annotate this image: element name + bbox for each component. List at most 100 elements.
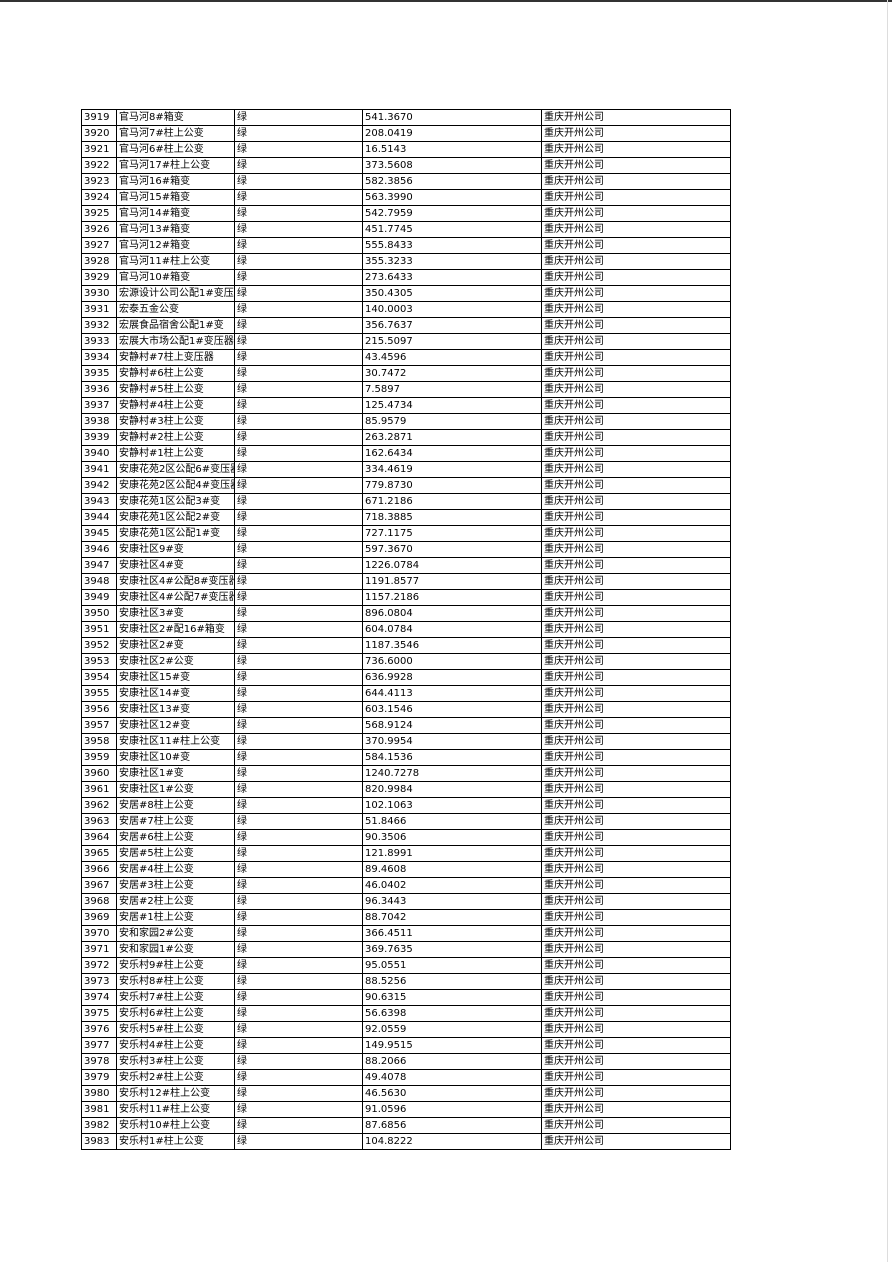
company-cell: 重庆开州公司 [541, 189, 731, 206]
transformer-name-cell: 安和家园1#公变 [116, 941, 235, 958]
transformer-name-cell: 安居#4柱上公变 [116, 861, 235, 878]
value-cell: 49.4078 [362, 1069, 542, 1086]
value-cell: 16.5143 [362, 141, 542, 158]
value-cell: 582.3856 [362, 173, 542, 190]
status-color-cell: 绿 [234, 525, 363, 542]
table-row: 3935 安静村#6柱上公变绿 30.7472 重庆开州公司 [81, 365, 731, 382]
row-id-cell: 3963 [81, 813, 117, 830]
status-color-cell: 绿 [234, 445, 363, 462]
value-cell: 373.5608 [362, 157, 542, 174]
transformer-name-cell: 安康社区4#公配7#变压器 [116, 589, 235, 606]
company-cell: 重庆开州公司 [541, 333, 731, 350]
status-color-cell: 绿 [234, 397, 363, 414]
company-cell: 重庆开州公司 [541, 173, 731, 190]
value-cell: 451.7745 [362, 221, 542, 238]
company-cell: 重庆开州公司 [541, 205, 731, 222]
value-cell: 125.4734 [362, 397, 542, 414]
value-cell: 369.7635 [362, 941, 542, 958]
row-id-cell: 3930 [81, 285, 117, 302]
transformer-name-cell: 安和家园2#公变 [116, 925, 235, 942]
value-cell: 90.6315 [362, 989, 542, 1006]
company-cell: 重庆开州公司 [541, 829, 731, 846]
transformer-name-cell: 安乐村8#柱上公变 [116, 973, 235, 990]
row-id-cell: 3935 [81, 365, 117, 382]
value-cell: 140.0003 [362, 301, 542, 318]
row-id-cell: 3925 [81, 205, 117, 222]
company-cell: 重庆开州公司 [541, 989, 731, 1006]
value-cell: 597.3670 [362, 541, 542, 558]
table-row: 3931 宏泰五金公变绿 140.0003 重庆开州公司 [81, 301, 731, 318]
table-row: 3975 安乐村6#柱上公变绿 56.6398 重庆开州公司 [81, 1005, 731, 1022]
value-cell: 96.3443 [362, 893, 542, 910]
table-row: 3936 安静村#5柱上公变绿 7.5897 重庆开州公司 [81, 381, 731, 398]
value-cell: 162.6434 [362, 445, 542, 462]
transformer-name-cell: 安乐村5#柱上公变 [116, 1021, 235, 1038]
status-color-cell: 绿 [234, 941, 363, 958]
value-cell: 350.4305 [362, 285, 542, 302]
status-color-cell: 绿 [234, 1021, 363, 1038]
row-id-cell: 3960 [81, 765, 117, 782]
company-cell: 重庆开州公司 [541, 589, 731, 606]
transformer-name-cell: 宏展食品宿舍公配1#变 [116, 317, 235, 334]
company-cell: 重庆开州公司 [541, 957, 731, 974]
transformer-name-cell: 安康社区1#公变 [116, 781, 235, 798]
transformer-name-cell: 安居#3柱上公变 [116, 877, 235, 894]
table-row: 3957 安康社区12#变绿 568.9124 重庆开州公司 [81, 717, 731, 734]
transformer-name-cell: 安静村#3柱上公变 [116, 413, 235, 430]
value-cell: 636.9928 [362, 669, 542, 686]
transformer-name-cell: 安康社区2#变 [116, 637, 235, 654]
table-row: 3953 安康社区2#公变绿 736.6000 重庆开州公司 [81, 653, 731, 670]
transformer-name-cell: 安静村#1柱上公变 [116, 445, 235, 462]
company-cell: 重庆开州公司 [541, 141, 731, 158]
row-id-cell: 3941 [81, 461, 117, 478]
company-cell: 重庆开州公司 [541, 637, 731, 654]
table-row: 3933 宏展大市场公配1#变压器绿 215.5097 重庆开州公司 [81, 333, 731, 350]
table-row: 3956 安康社区13#变绿 603.1546 重庆开州公司 [81, 701, 731, 718]
status-color-cell: 绿 [234, 493, 363, 510]
status-color-cell: 绿 [234, 237, 363, 254]
status-color-cell: 绿 [234, 381, 363, 398]
status-color-cell: 绿 [234, 349, 363, 366]
status-color-cell: 绿 [234, 765, 363, 782]
table-row: 3944 安康花苑1区公配2#变绿 718.3885 重庆开州公司 [81, 509, 731, 526]
company-cell: 重庆开州公司 [541, 525, 731, 542]
status-color-cell: 绿 [234, 701, 363, 718]
value-cell: 1240.7278 [362, 765, 542, 782]
row-id-cell: 3954 [81, 669, 117, 686]
table-row: 3972 安乐村9#柱上公变绿 95.0551 重庆开州公司 [81, 957, 731, 974]
table-row: 3950 安康社区3#变绿 896.0804 重庆开州公司 [81, 605, 731, 622]
value-cell: 1191.8577 [362, 573, 542, 590]
value-cell: 121.8991 [362, 845, 542, 862]
row-id-cell: 3972 [81, 957, 117, 974]
company-cell: 重庆开州公司 [541, 701, 731, 718]
table-row: 3960 安康社区1#变绿 1240.7278 重庆开州公司 [81, 765, 731, 782]
transformer-name-cell: 安康社区4#公配8#变压器 [116, 573, 235, 590]
table-row: 3980 安乐村12#柱上公变绿 46.5630 重庆开州公司 [81, 1085, 731, 1102]
status-color-cell: 绿 [234, 509, 363, 526]
row-id-cell: 3981 [81, 1101, 117, 1118]
value-cell: 779.8730 [362, 477, 542, 494]
transformer-name-cell: 安居#2柱上公变 [116, 893, 235, 910]
value-cell: 30.7472 [362, 365, 542, 382]
transformer-name-cell: 安康社区11#柱上公变 [116, 733, 235, 750]
company-cell: 重庆开州公司 [541, 765, 731, 782]
transformer-name-cell: 安静村#4柱上公变 [116, 397, 235, 414]
row-id-cell: 3929 [81, 269, 117, 286]
table-row: 3979 安乐村2#柱上公变绿 49.4078 重庆开州公司 [81, 1069, 731, 1086]
value-cell: 89.4608 [362, 861, 542, 878]
transformer-name-cell: 官马河14#箱变 [116, 205, 235, 222]
transformer-name-cell: 宏源设计公司公配1#变压器 [116, 285, 235, 302]
transformer-name-cell: 安乐村9#柱上公变 [116, 957, 235, 974]
company-cell: 重庆开州公司 [541, 781, 731, 798]
row-id-cell: 3927 [81, 237, 117, 254]
table-row: 3952 安康社区2#变绿 1187.3546 重庆开州公司 [81, 637, 731, 654]
row-id-cell: 3979 [81, 1069, 117, 1086]
company-cell: 重庆开州公司 [541, 301, 731, 318]
row-id-cell: 3921 [81, 141, 117, 158]
table-row: 3919 官马河8#箱变绿 541.3670 重庆开州公司 [81, 109, 731, 126]
company-cell: 重庆开州公司 [541, 109, 731, 126]
status-color-cell: 绿 [234, 845, 363, 862]
row-id-cell: 3980 [81, 1085, 117, 1102]
status-color-cell: 绿 [234, 333, 363, 350]
status-color-cell: 绿 [234, 573, 363, 590]
